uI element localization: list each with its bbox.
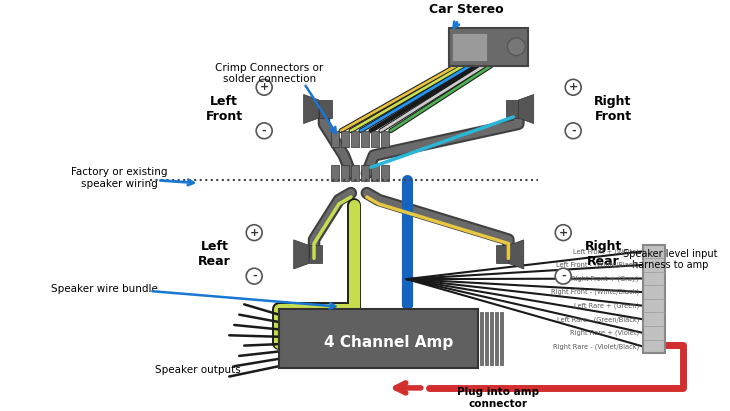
Text: Speaker outputs: Speaker outputs [155,365,240,375]
FancyBboxPatch shape [331,131,339,147]
Text: Left Front + (White): Left Front + (White) [573,248,639,254]
Text: Crimp Connectors or
solder connection: Crimp Connectors or solder connection [215,62,323,84]
Circle shape [565,79,581,95]
FancyBboxPatch shape [480,312,483,365]
Polygon shape [319,100,331,118]
Polygon shape [309,245,322,263]
Polygon shape [518,95,534,124]
FancyBboxPatch shape [351,131,359,147]
Text: Right Front + (Gray): Right Front + (Gray) [572,275,639,282]
FancyBboxPatch shape [452,33,488,60]
Text: Right Rare + (Violet): Right Rare + (Violet) [570,330,639,336]
FancyBboxPatch shape [491,312,493,365]
FancyBboxPatch shape [371,131,379,147]
Text: -: - [571,126,575,136]
FancyBboxPatch shape [485,312,488,365]
Circle shape [565,123,581,139]
Text: Right Front - (White/Black): Right Front - (White/Black) [551,289,639,296]
Text: 4 Channel Amp: 4 Channel Amp [324,335,453,350]
Circle shape [507,38,526,55]
FancyBboxPatch shape [501,312,504,365]
Polygon shape [508,240,523,269]
FancyBboxPatch shape [448,28,529,65]
Text: +: + [558,228,568,238]
Text: +: + [250,228,259,238]
Circle shape [556,268,571,284]
Circle shape [246,268,262,284]
FancyBboxPatch shape [496,312,499,365]
Text: Right Rare - (Violet/Black): Right Rare - (Violet/Black) [553,343,639,350]
Text: Right
Front: Right Front [594,95,631,123]
FancyBboxPatch shape [361,165,369,181]
Text: Left
Front: Left Front [206,95,243,123]
Text: Left
Rear: Left Rear [198,240,231,268]
FancyBboxPatch shape [279,309,478,368]
Text: Speaker wire bundle: Speaker wire bundle [51,284,158,294]
Text: -: - [252,271,256,281]
Circle shape [246,225,262,240]
Polygon shape [496,245,508,263]
Text: +: + [260,82,269,92]
FancyBboxPatch shape [341,165,349,181]
Polygon shape [304,95,319,124]
Text: -: - [262,126,266,136]
FancyBboxPatch shape [371,165,379,181]
FancyBboxPatch shape [331,165,339,181]
Polygon shape [293,240,309,269]
FancyBboxPatch shape [341,131,349,147]
Polygon shape [506,100,518,118]
Text: Factory or existing
speaker wiring: Factory or existing speaker wiring [72,167,168,189]
Text: Speaker level input
harness to amp: Speaker level input harness to amp [623,249,717,270]
Text: Left Rare + (Green): Left Rare + (Green) [574,302,639,309]
FancyBboxPatch shape [351,165,359,181]
Text: Left Front - (White/Black): Left Front - (White/Black) [556,262,639,268]
Circle shape [556,225,571,240]
Text: Left Rare - (Green/Black): Left Rare - (Green/Black) [556,316,639,323]
Text: +: + [569,82,578,92]
Circle shape [256,79,272,95]
FancyBboxPatch shape [381,131,389,147]
Text: -: - [561,271,566,281]
FancyBboxPatch shape [361,131,369,147]
Text: Car Stereo: Car Stereo [429,3,504,16]
Circle shape [256,123,272,139]
FancyBboxPatch shape [643,245,665,353]
Text: Right
Rear: Right Rear [585,240,622,268]
FancyBboxPatch shape [381,165,389,181]
Text: Plug into amp
connector: Plug into amp connector [458,387,539,409]
